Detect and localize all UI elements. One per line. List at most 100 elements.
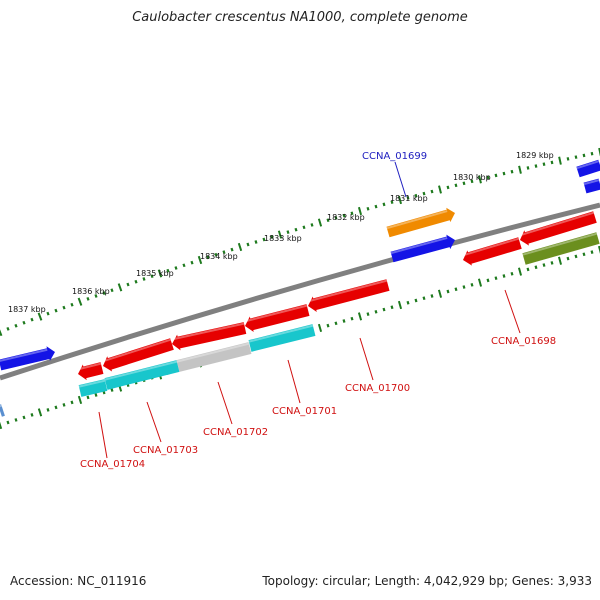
gene-forward-right-2-sheen bbox=[583, 179, 600, 186]
outer-tick bbox=[374, 204, 378, 209]
outer-tick bbox=[430, 189, 434, 194]
genome-title: Caulobacter crescentus NA1000, complete … bbox=[132, 10, 468, 25]
kbp-label-1834: 1834 kbp bbox=[200, 252, 238, 261]
gene-ccna-01703-cds-body bbox=[104, 360, 180, 390]
gene-label-ccna-01704[interactable]: CCNA_01704 bbox=[80, 459, 145, 470]
inner-tick bbox=[502, 274, 506, 278]
leader-ccna-01700 bbox=[359, 337, 374, 381]
gene-forward-right-1-body bbox=[576, 159, 600, 178]
outer-tick bbox=[317, 218, 323, 227]
outer-tick bbox=[414, 193, 418, 198]
gene-ccna-01701-body bbox=[245, 304, 310, 333]
outer-tick bbox=[310, 223, 314, 227]
inner-tick bbox=[430, 294, 434, 298]
inner-tick bbox=[342, 319, 346, 323]
inner-tick bbox=[357, 312, 363, 321]
outer-tick bbox=[134, 279, 138, 284]
gene-ccna-01701-cds-sheen bbox=[248, 324, 314, 343]
leader-ccna-01704 bbox=[98, 411, 108, 459]
outer-tick bbox=[102, 291, 106, 295]
gene-ccna-01703-body bbox=[103, 338, 174, 372]
outer-tick bbox=[166, 268, 170, 273]
gene-ccna-01703-cds-sheen bbox=[104, 360, 178, 381]
outer-tick bbox=[478, 175, 482, 184]
leader-ccna-01702 bbox=[217, 381, 233, 425]
outer-tick bbox=[214, 252, 218, 257]
gene-ccna-01704 bbox=[76, 362, 104, 381]
gene-label-ccna-01700[interactable]: CCNA_01700 bbox=[345, 383, 410, 394]
gene-forward-left bbox=[0, 346, 55, 371]
label-leaders bbox=[98, 161, 521, 459]
outer-tick bbox=[174, 266, 178, 270]
outer-tick bbox=[182, 263, 186, 268]
outer-tick bbox=[598, 147, 600, 157]
inner-tick bbox=[390, 305, 394, 310]
outer-tick bbox=[518, 165, 522, 174]
gene-ccna-01704-cds-body bbox=[78, 379, 108, 397]
outer-tick bbox=[126, 282, 130, 287]
inner-tick bbox=[454, 287, 458, 292]
gene-label-ccna-01701[interactable]: CCNA_01701 bbox=[272, 406, 337, 417]
gene-ccna-01703-cds bbox=[104, 360, 180, 390]
kbp-label-1835: 1835 kbp bbox=[136, 269, 174, 278]
gene-ccna-01701-cds-body bbox=[248, 324, 316, 352]
outer-tick bbox=[454, 183, 458, 188]
inner-tick bbox=[462, 285, 466, 289]
outer-tick bbox=[277, 230, 283, 239]
gene-ccna-01698-cds-body bbox=[522, 232, 600, 265]
outer-tick bbox=[494, 173, 498, 178]
outer-tick bbox=[150, 274, 154, 279]
kbp-label-1833: 1833 kbp bbox=[264, 234, 302, 243]
outer-tick bbox=[77, 297, 83, 306]
inner-tick bbox=[62, 403, 66, 407]
outer-tick bbox=[582, 153, 586, 158]
outer-tick bbox=[550, 160, 554, 165]
inner-tick bbox=[550, 261, 554, 265]
gene-ccna-01698-sheen bbox=[518, 211, 594, 237]
gene-ccna-01698-body bbox=[520, 211, 597, 246]
gene-forward-right-1-sheen bbox=[576, 160, 600, 170]
inner-tick bbox=[334, 321, 338, 326]
kbp-label-1837: 1837 kbp bbox=[8, 305, 46, 314]
inner-tick bbox=[37, 408, 43, 417]
outer-tick bbox=[294, 227, 298, 232]
gene-features[interactable] bbox=[0, 159, 600, 417]
outer-tick bbox=[590, 151, 594, 156]
gene-forward-right-2 bbox=[583, 178, 600, 194]
inner-tick bbox=[0, 421, 3, 430]
gene-ccna-01704-cds bbox=[78, 379, 108, 397]
gene-forward-left-body bbox=[0, 346, 55, 371]
inner-tick bbox=[526, 267, 530, 272]
gene-ccna-01699-orange-sheen bbox=[386, 210, 448, 230]
gene-ccna-01698-a bbox=[461, 237, 522, 266]
kbp-label-1829: 1829 kbp bbox=[516, 151, 554, 160]
outer-tick bbox=[190, 260, 194, 265]
outer-tick bbox=[326, 218, 330, 223]
gene-labels[interactable]: CCNA_01699 CCNA_01698 CCNA_01700 CCNA_01… bbox=[80, 151, 556, 470]
inner-tick bbox=[54, 405, 58, 410]
inner-tick bbox=[510, 271, 514, 276]
outer-tick bbox=[94, 294, 98, 298]
outer-tick bbox=[534, 164, 538, 168]
gene-label-ccna-01703[interactable]: CCNA_01703 bbox=[133, 445, 198, 456]
leader-ccna-01701 bbox=[287, 359, 301, 404]
gene-ccna-01704-cds-sheen bbox=[78, 379, 106, 388]
outer-tick bbox=[350, 211, 354, 216]
inner-tick bbox=[542, 263, 546, 267]
gene-label-ccna-01699[interactable]: CCNA_01699 bbox=[362, 151, 427, 162]
outer-tick bbox=[397, 195, 403, 205]
outer-tick bbox=[502, 171, 506, 176]
outer-tick bbox=[342, 213, 346, 218]
gene-ccna-01702-sheen bbox=[170, 322, 245, 341]
outer-tick bbox=[54, 308, 58, 313]
outer-tick bbox=[86, 296, 90, 301]
gene-ccna-01701-sheen bbox=[243, 304, 308, 323]
gene-label-ccna-01698[interactable]: CCNA_01698 bbox=[491, 336, 556, 347]
gene-ccna-01703 bbox=[101, 338, 174, 372]
outer-tick bbox=[230, 247, 234, 252]
gene-ccna-01699-body bbox=[390, 234, 455, 263]
gene-label-ccna-01702[interactable]: CCNA_01702 bbox=[203, 427, 268, 438]
outer-tick bbox=[438, 185, 442, 194]
inner-tick bbox=[317, 323, 323, 333]
